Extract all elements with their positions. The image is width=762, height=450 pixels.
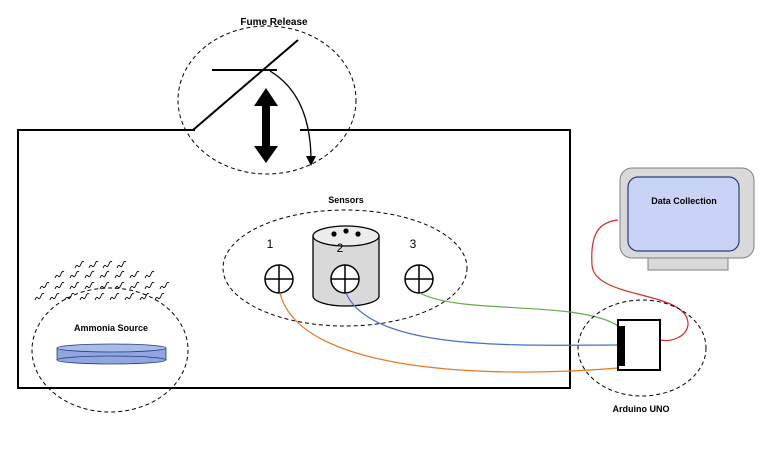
fume-squiggle [124, 292, 135, 301]
fume-squiggle [144, 281, 155, 290]
fume-release-boundary [177, 25, 357, 175]
fume-squiggle [94, 292, 105, 301]
fume-squiggle [99, 281, 110, 290]
wire-sensor-2 [345, 292, 619, 346]
fume-squiggle [69, 281, 80, 290]
sensors-boundary [222, 209, 468, 327]
fume-release-lid [192, 39, 299, 131]
fume-squiggle [54, 281, 65, 290]
monitor-screen [627, 176, 740, 252]
sensor-1-number: 1 [267, 237, 274, 251]
fume-release-group: Fume Release [177, 17, 357, 175]
wire-sensor-3 [419, 292, 619, 327]
ammonia-source-boundary [31, 287, 189, 413]
fume-release-swing-arc [269, 70, 312, 159]
wire-sensor-1 [279, 292, 619, 373]
ammonia-source-group: Ammonia Source [31, 260, 189, 413]
fume-squiggle [159, 281, 170, 290]
ammonia-source-label: Ammonia Source [74, 323, 148, 333]
fume-squiggle [154, 292, 165, 301]
fume-squiggle [88, 260, 99, 269]
sensor-3-number: 3 [410, 237, 417, 251]
fume-squiggle [102, 260, 113, 269]
fume-squiggle [129, 270, 140, 279]
monitor-stand [647, 257, 729, 271]
fume-squiggle [64, 292, 75, 301]
fume-squiggle [129, 281, 140, 290]
ammonia-dish [56, 343, 167, 365]
fume-squiggle [114, 270, 125, 279]
fume-squiggle [69, 270, 80, 279]
sensor-1 [264, 264, 294, 294]
fume-squiggle [116, 260, 127, 269]
fume-squiggle [79, 292, 90, 301]
sensors-label: Sensors [328, 195, 364, 205]
sensor-2-number: 2 [337, 241, 344, 255]
wire-monitor [591, 219, 689, 342]
monitor-group: Data Collection [619, 167, 755, 271]
fume-squiggle [34, 292, 45, 301]
data-collection-label: Data Collection [651, 196, 717, 206]
arduino-label: Arduino UNO [613, 404, 670, 414]
arduino-group: Arduino UNO [577, 299, 707, 414]
fume-squiggle [54, 270, 65, 279]
fume-squiggle [109, 292, 120, 301]
fume-squiggle [49, 292, 60, 301]
fume-squiggle [74, 260, 85, 269]
fume-squiggle [39, 281, 50, 290]
arduino-boundary [577, 299, 707, 397]
sensors-group: Sensors 1 2 3 [222, 195, 468, 327]
fume-squiggle [114, 281, 125, 290]
fume-squiggle [139, 292, 150, 301]
arduino-connector [618, 326, 625, 366]
enclosure-box [17, 129, 571, 389]
fume-squiggle [84, 281, 95, 290]
fume-release-label: Fume Release [240, 17, 308, 28]
sensor-2 [330, 264, 360, 294]
ammonia-fumes [34, 260, 170, 301]
fume-squiggle [84, 270, 95, 279]
sensor-3 [404, 264, 434, 294]
fume-squiggle [144, 270, 155, 279]
swing-arc-arrowhead [306, 156, 316, 166]
double-arrow-icon [254, 88, 278, 163]
fume-squiggle [99, 270, 110, 279]
